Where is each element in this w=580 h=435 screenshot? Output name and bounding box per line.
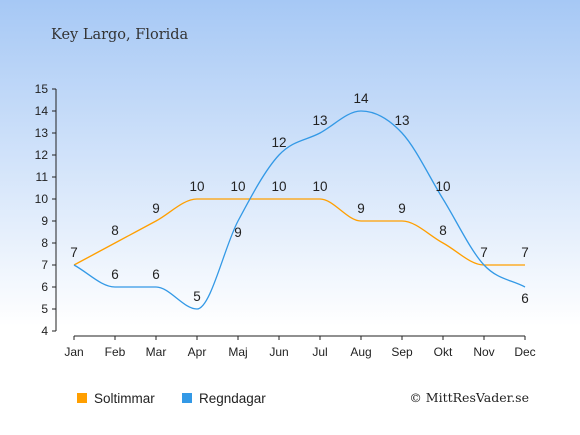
data-label-regndagar: 5 (193, 289, 201, 304)
data-label-soltimmar: 10 (230, 179, 245, 194)
y-tick-label: 12 (35, 148, 49, 162)
x-axis: Jan Feb Mar Apr Maj Jun Jul Aug Sep Okt Nov Dec (64, 335, 536, 359)
y-tick-label: 13 (35, 126, 49, 140)
legend-label-regndagar: Regndagar (199, 391, 266, 406)
data-label-regndagar: 6 (521, 291, 529, 306)
y-tick-label: 10 (35, 192, 49, 206)
x-tick-label: Jan (64, 345, 83, 359)
series-layer (73, 110, 526, 310)
legend-swatch-soltimmar (77, 393, 87, 403)
data-label-soltimmar: 7 (480, 245, 488, 260)
legend-swatch-regndagar (182, 393, 192, 403)
data-label-soltimmar: 8 (111, 223, 119, 238)
data-labels: 7 8 6 9 6 10 5 10 9 10 12 10 13 9 14 9 13 8 10 7 7 6 (70, 91, 529, 306)
data-label-soltimmar: 10 (189, 179, 204, 194)
legend: Soltimmar Regndagar (77, 391, 266, 406)
data-label-regndagar: 14 (353, 91, 369, 106)
y-tick-label: 11 (36, 170, 49, 184)
data-label-soltimmar: 8 (439, 223, 447, 238)
legend-label-soltimmar: Soltimmar (94, 391, 155, 406)
y-tick-label: 6 (41, 280, 48, 294)
data-label-soltimmar: 7 (70, 245, 78, 260)
credit-text: © MittResVader.se (409, 390, 529, 405)
y-tick-label: 9 (41, 214, 48, 228)
y-tick-label: 4 (41, 324, 48, 338)
data-label-soltimmar: 7 (521, 245, 529, 260)
x-tick-label: Feb (105, 345, 126, 359)
chart-title: Key Largo, Florida (51, 27, 189, 43)
data-label-regndagar: 6 (111, 267, 119, 282)
data-label-regndagar: 10 (435, 179, 450, 194)
data-label-soltimmar: 10 (271, 179, 286, 194)
y-tick-label: 7 (41, 258, 48, 272)
data-label-regndagar: 13 (394, 113, 409, 128)
y-tick-label: 15 (35, 82, 49, 96)
data-label-soltimmar: 9 (357, 201, 365, 216)
data-label-regndagar: 13 (312, 113, 327, 128)
x-tick-label: Dec (514, 345, 535, 359)
x-tick-label: Maj (228, 345, 247, 359)
x-tick-label: Nov (473, 345, 494, 359)
x-tick-label: Okt (434, 345, 453, 359)
data-label-soltimmar: 9 (152, 201, 160, 216)
data-label-soltimmar: 10 (312, 179, 327, 194)
x-tick-label: Jul (312, 345, 327, 359)
y-axis: 4 5 6 7 8 9 10 11 12 13 14 15 (35, 82, 57, 338)
x-tick-label: Apr (188, 345, 207, 359)
x-tick-label: Sep (391, 345, 413, 359)
x-tick-label: Aug (350, 345, 371, 359)
x-tick-label: Jun (269, 345, 288, 359)
x-tick-label: Mar (146, 345, 167, 359)
data-label-soltimmar: 9 (398, 201, 406, 216)
data-label-regndagar: 12 (271, 135, 286, 150)
y-tick-label: 14 (35, 104, 49, 118)
y-tick-label: 8 (41, 236, 48, 250)
series-line-soltimmar (73, 198, 525, 266)
data-label-regndagar: 6 (152, 267, 160, 282)
data-label-regndagar: 9 (234, 225, 242, 240)
y-tick-label: 5 (41, 302, 48, 316)
series-line-regndagar (73, 110, 526, 310)
